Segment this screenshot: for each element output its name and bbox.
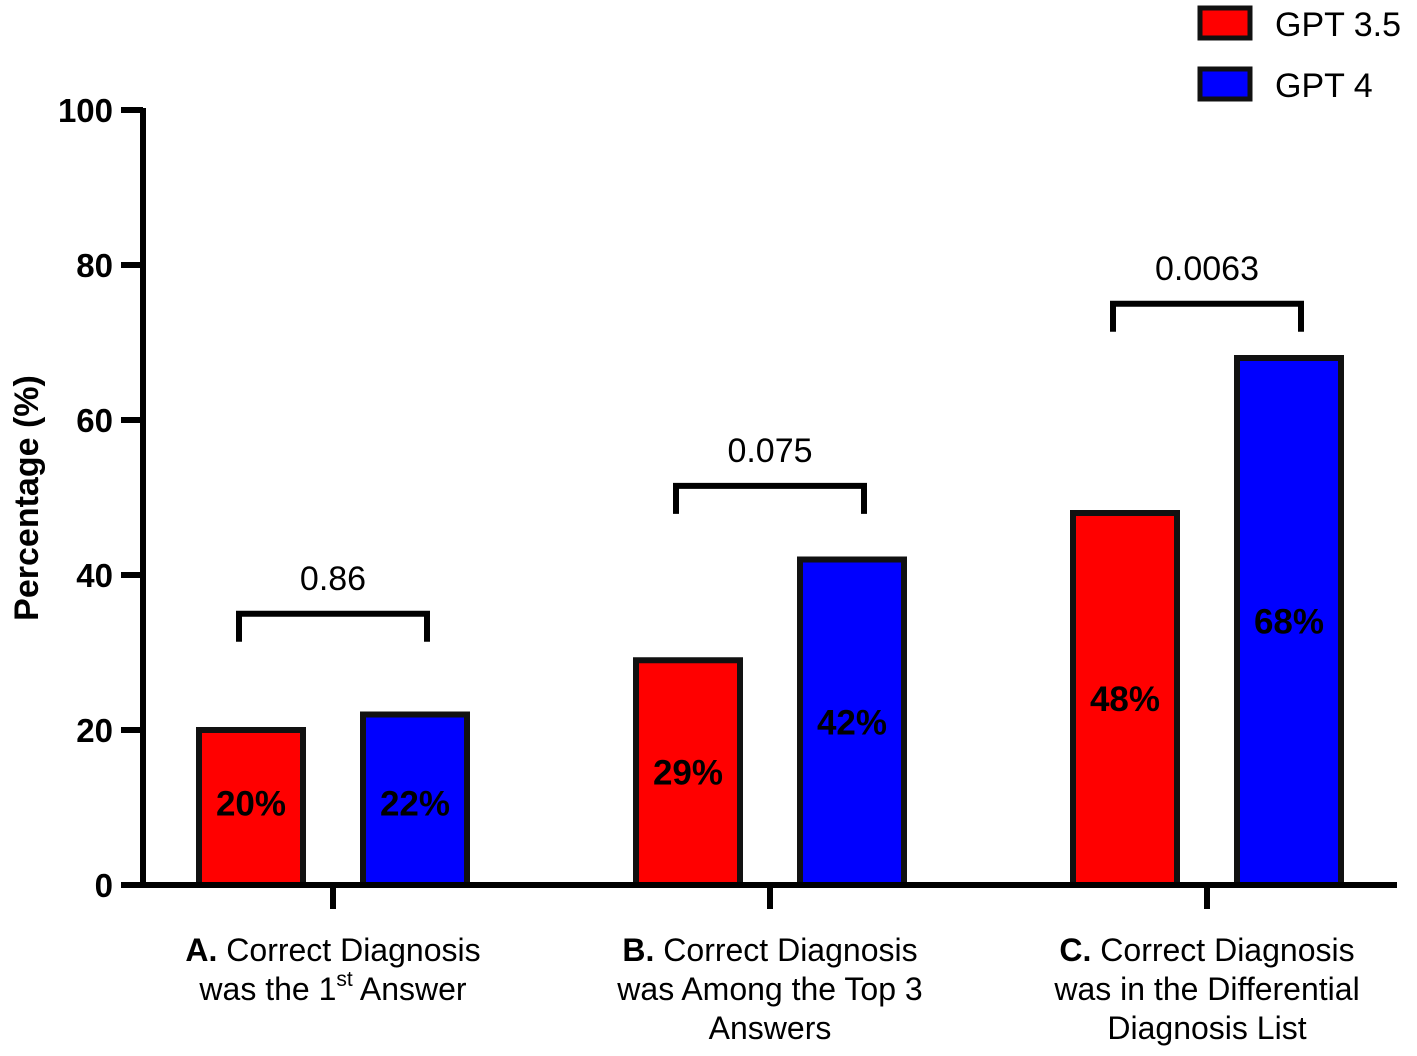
x-category-label-line: Answers bbox=[709, 1010, 832, 1046]
x-category-label: C. Correct Diagnosis bbox=[1059, 932, 1354, 968]
y-tick-label: 100 bbox=[58, 92, 113, 129]
x-category-label: A. Correct Diagnosis bbox=[185, 932, 480, 968]
legend-label: GPT 4 bbox=[1275, 67, 1373, 105]
y-tick-label: 60 bbox=[76, 402, 113, 439]
x-category-label-line: Diagnosis List bbox=[1107, 1010, 1306, 1046]
bar-data-label: 48% bbox=[1090, 680, 1160, 719]
bar-data-label: 29% bbox=[653, 754, 723, 793]
x-category-label-line: was the 1st Answer bbox=[198, 968, 466, 1007]
y-tick-label: 20 bbox=[76, 712, 113, 749]
bar-data-label: 20% bbox=[216, 784, 286, 823]
legend: GPT 3.5 GPT 4 bbox=[1197, 5, 1401, 105]
bar-gpt-35-2 bbox=[1070, 510, 1180, 888]
y-axis-title: Percentage (%) bbox=[8, 375, 46, 621]
bar-gpt-35-1 bbox=[633, 657, 743, 888]
significance-bracket bbox=[236, 610, 430, 642]
significance-brackets: 0.86 0.075 0.0063 bbox=[236, 250, 1304, 642]
bar-gpt-4-2 bbox=[1234, 355, 1344, 888]
significance-bracket bbox=[1110, 300, 1304, 332]
x-category-label-line: was Among the Top 3 bbox=[616, 971, 922, 1007]
x-category-label: B. Correct Diagnosis bbox=[622, 932, 917, 968]
y-tick-label: 40 bbox=[76, 557, 113, 594]
p-value-label: 0.075 bbox=[727, 432, 812, 470]
legend-swatch bbox=[1197, 66, 1253, 102]
significance-bracket bbox=[673, 482, 867, 514]
y-tick-label: 80 bbox=[76, 247, 113, 284]
bar-data-label: 22% bbox=[380, 784, 450, 823]
bar-data-label: 42% bbox=[817, 703, 887, 742]
bars bbox=[196, 355, 1344, 888]
bar-labels: 20% 29% 48% 22% 42% 68% bbox=[216, 603, 1324, 824]
bar-gpt-4-1 bbox=[797, 556, 907, 888]
legend-label: GPT 3.5 bbox=[1275, 6, 1401, 44]
legend-swatch bbox=[1197, 5, 1253, 41]
x-category-label-line: was in the Differential bbox=[1053, 971, 1359, 1007]
p-value-label: 0.86 bbox=[300, 560, 366, 598]
bar-data-label: 68% bbox=[1254, 603, 1324, 642]
y-tick-label: 0 bbox=[95, 867, 113, 904]
y-axis: 0 20 40 60 80 100 bbox=[58, 92, 146, 904]
p-value-label: 0.0063 bbox=[1155, 250, 1259, 288]
